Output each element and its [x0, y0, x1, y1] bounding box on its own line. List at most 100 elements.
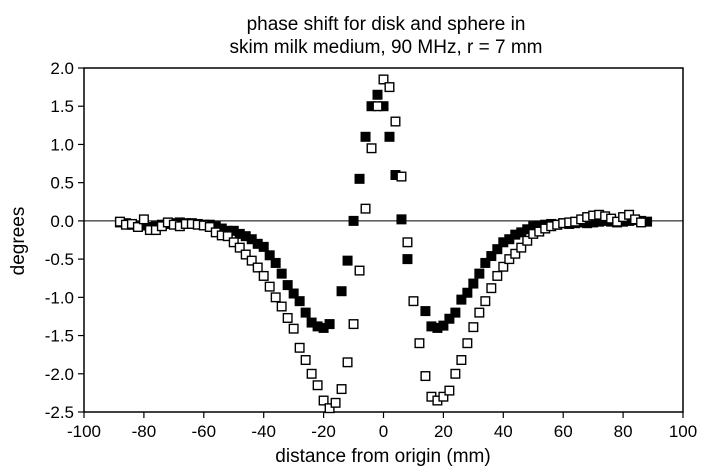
filled-square-point [378, 101, 389, 112]
open-square-point [222, 231, 233, 242]
x-tick-label: 40 [494, 422, 513, 441]
open-square-point [300, 355, 311, 366]
filled-square-point [504, 234, 515, 245]
filled-square-point [312, 321, 323, 332]
open-square-point [240, 249, 251, 260]
filled-square-point [306, 317, 317, 328]
filled-square-point [240, 231, 251, 242]
filled-square-point [354, 173, 365, 184]
y-tick-label: 2.0 [50, 59, 74, 78]
filled-square-point [270, 257, 281, 268]
open-square-point [342, 357, 353, 368]
filled-square-point [450, 307, 461, 318]
filled-square-point [336, 286, 347, 297]
y-tick-label: 1.5 [50, 97, 74, 116]
x-tick-label: 60 [554, 422, 573, 441]
filled-square-point [528, 221, 539, 232]
open-square-point [270, 292, 281, 303]
filled-square-point [294, 296, 305, 307]
y-tick-label: 0.0 [50, 212, 74, 231]
open-square-point [456, 355, 467, 366]
filled-square-point [426, 321, 437, 332]
open-square-point [282, 312, 293, 323]
filled-square-point [228, 225, 239, 236]
plot-area-frame [83, 67, 684, 413]
open-square-point [258, 270, 269, 281]
open-square-point [312, 380, 323, 391]
open-square-point [306, 368, 317, 379]
x-tick-label: 80 [614, 422, 633, 441]
open-square-point [402, 237, 413, 248]
filled-square-point [252, 238, 263, 249]
y-tick-label: 1.0 [50, 135, 74, 154]
filled-square-point [594, 216, 605, 227]
filled-square-point [456, 294, 467, 305]
filled-square-point [492, 244, 503, 255]
open-square-point [324, 403, 335, 414]
y-tick-label: -0.5 [45, 250, 74, 269]
open-square-point [504, 254, 515, 265]
filled-square-point [390, 170, 401, 181]
open-square-point [360, 203, 371, 214]
open-square-point [294, 342, 305, 353]
open-square-point [384, 82, 395, 93]
x-axis-ticks: -100 -80 -60 -40 -20 0 20 40 60 80 100 [67, 412, 697, 441]
open-square-point [390, 116, 401, 127]
filled-square-point [324, 319, 335, 330]
x-tick-label: 100 [669, 422, 697, 441]
filled-square-point [642, 216, 653, 227]
x-tick-label: -20 [311, 422, 336, 441]
filled-square-point [348, 215, 359, 226]
filled-square-point [372, 89, 383, 100]
open-square-point [204, 222, 215, 233]
x-tick-label: -40 [251, 422, 276, 441]
open-square-point [420, 371, 431, 382]
filled-square-point [216, 223, 227, 234]
filled-square-point [360, 131, 371, 142]
open-square-point [246, 255, 257, 266]
open-square-point [252, 262, 263, 273]
filled-square-point [522, 224, 533, 235]
open-square-point [474, 307, 485, 318]
open-square-point [636, 217, 647, 228]
filled-square-point [420, 306, 431, 317]
open-square-point [354, 265, 365, 276]
x-tick-label: -100 [67, 422, 101, 441]
chart-title-line-2: skim milk medium, 90 MHz, r = 7 mm [229, 37, 542, 58]
filled-square-point [246, 234, 257, 245]
filled-square-point [210, 221, 221, 232]
y-tick-label: -1.0 [45, 288, 74, 307]
filled-square-point [222, 225, 233, 236]
open-square-point [330, 397, 341, 408]
filled-square-series [114, 89, 653, 333]
open-square-series [114, 74, 647, 414]
open-square-point [510, 248, 521, 259]
y-tick-label: -2.5 [45, 403, 74, 422]
open-square-point [486, 283, 497, 294]
open-square-point [378, 74, 389, 85]
filled-square-point [624, 215, 635, 226]
filled-square-point [138, 220, 149, 231]
open-square-point [288, 323, 299, 334]
filled-square-point [510, 229, 521, 240]
open-square-point [228, 237, 239, 248]
chart-title-line-1: phase shift for disk and sphere in [247, 14, 526, 35]
filled-square-point [498, 237, 509, 248]
open-square-point [480, 296, 491, 307]
open-square-point [450, 368, 461, 379]
filled-square-point [366, 101, 377, 112]
open-square-point [366, 143, 377, 154]
x-tick-label: -60 [192, 422, 217, 441]
filled-square-point [432, 322, 443, 333]
open-square-point [414, 338, 425, 349]
filled-square-point [282, 280, 293, 291]
y-tick-label: -2.0 [45, 365, 74, 384]
open-square-point [468, 322, 479, 333]
y-tick-label: -1.5 [45, 327, 74, 346]
open-square-point [396, 171, 407, 182]
data-series [114, 74, 653, 414]
filled-square-point [534, 220, 545, 231]
open-square-point [234, 242, 245, 253]
filled-square-point [582, 218, 593, 229]
